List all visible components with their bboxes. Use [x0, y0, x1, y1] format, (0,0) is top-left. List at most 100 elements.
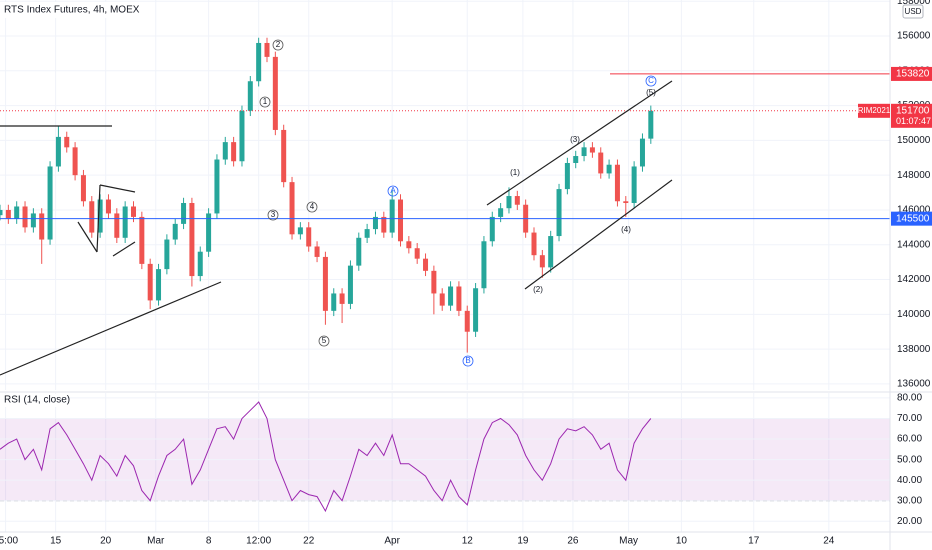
candle-body [423, 258, 429, 271]
y-tick-label: 158000 [897, 0, 931, 7]
candle-body [139, 216, 145, 264]
x-tick-label: 12:00 [246, 536, 271, 547]
y-tick-label: 144000 [897, 239, 931, 250]
price-label-box [891, 66, 932, 81]
last-price-box [891, 103, 932, 128]
candle-body [397, 199, 404, 242]
candle-body [322, 256, 328, 311]
x-tick-label: 24 [823, 536, 835, 547]
drawings: 1 2 3 4 5 A B C (1) (2) (3) (4) (5) [0, 39, 673, 376]
candle-body [448, 286, 454, 306]
x-tick-label: 19 [517, 536, 529, 547]
x-tick-label: 17 [748, 536, 760, 547]
wave-circle [462, 355, 474, 367]
candle-body [473, 288, 479, 332]
candle-body [189, 203, 195, 277]
x-tick-label: 26 [567, 536, 579, 547]
wave-circle [306, 201, 318, 213]
price-label-box [891, 211, 932, 226]
candle-body [364, 229, 370, 238]
candle-body [14, 206, 20, 219]
y-tick-label: 80.00 [897, 393, 922, 404]
candle-body [181, 203, 187, 224]
candle-body [105, 199, 111, 214]
wave-label: (1) [510, 168, 520, 177]
candle-body [222, 142, 228, 160]
candle-body [598, 152, 604, 174]
candle-body [539, 255, 545, 268]
candle-body [356, 237, 362, 266]
candle-body [297, 227, 303, 235]
x-tick-label: 15:00 [0, 536, 19, 547]
candle-body [231, 142, 237, 162]
candle-body [264, 42, 270, 57]
channel-line [486, 80, 673, 206]
rsi-line [0, 401, 652, 513]
candle-body [39, 213, 45, 240]
candle-body [0, 209, 3, 216]
trend-line [112, 241, 136, 257]
candle-body [197, 251, 203, 277]
y-tick-label: 136000 [897, 379, 931, 390]
candle-body [548, 236, 554, 268]
candle-body [5, 209, 11, 219]
y-tick-label: 138000 [897, 344, 931, 355]
candle-body [506, 196, 512, 209]
candle-body [606, 164, 612, 174]
wave-label: 2 [276, 40, 281, 49]
trend-line [77, 221, 98, 253]
candle-body [289, 182, 295, 235]
channel-line [524, 179, 673, 290]
price-label: 145500 [896, 213, 930, 224]
countdown-label: 01:07:47 [896, 116, 931, 126]
x-tick-label: 8 [206, 536, 212, 547]
wave-label: B [465, 356, 470, 365]
y-tick-label: 30.00 [897, 495, 922, 506]
candle-body [481, 241, 487, 289]
candle-body [431, 270, 437, 294]
candle-body [464, 310, 470, 332]
candle-body [381, 216, 387, 233]
x-tick-label: 12 [462, 536, 474, 547]
candle-body [372, 216, 378, 230]
wave-circle [318, 335, 330, 347]
candle-body [573, 156, 579, 163]
candle-body [156, 269, 162, 301]
wave-circle [387, 185, 399, 197]
symbol-label: RIM2021 [858, 106, 891, 115]
candle-body [589, 147, 595, 153]
candle-body [80, 175, 86, 202]
y-tick-label: 146000 [897, 205, 931, 216]
candle-body [406, 241, 412, 249]
candle-body [498, 208, 504, 217]
candle-body [239, 110, 245, 162]
wave-label: (4) [621, 225, 631, 234]
candle-body [122, 206, 128, 238]
candle-body [72, 147, 78, 176]
x-tick-label: 20 [100, 536, 112, 547]
wave-label: (5) [646, 88, 656, 97]
rsi-title-bg [0, 394, 62, 407]
rsi-title: RSI (14, close) [4, 395, 70, 406]
currency-box [902, 4, 924, 19]
y-tick-label: 60.00 [897, 434, 922, 445]
candle-body [281, 129, 287, 183]
candle-body [631, 166, 637, 204]
price-label: 153820 [896, 69, 930, 80]
wave-label: 3 [271, 210, 276, 219]
wave-circle [272, 39, 284, 51]
marks-layer [0, 37, 890, 513]
wave-circle [267, 209, 279, 221]
candle-body [22, 206, 28, 228]
candle-body [456, 286, 462, 311]
candle-body [97, 199, 103, 233]
candle-body [256, 42, 262, 82]
trend-line [96, 184, 101, 253]
grid-layer [0, 0, 890, 532]
wave-label: (2) [533, 285, 543, 294]
candle-body [172, 223, 178, 240]
x-tick-label: 10 [676, 536, 688, 547]
y-tick-label: 148000 [897, 170, 931, 181]
wave-label: 4 [310, 202, 315, 211]
